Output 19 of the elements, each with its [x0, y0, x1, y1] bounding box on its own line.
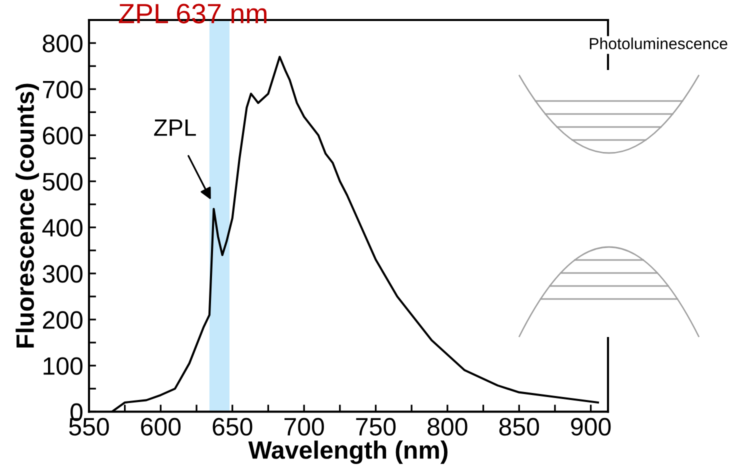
x-axis-title: Wavelength (nm): [248, 440, 448, 464]
x-tick-label: 750: [356, 418, 396, 436]
y-tick-label: 700: [43, 80, 82, 98]
annotation: ZPL: [154, 120, 196, 136]
y-tick-label: 500: [42, 172, 82, 191]
x-tick-label: 900: [571, 418, 611, 436]
y-tick-label: 100: [44, 357, 82, 375]
y-axis-title: Fluorescence (counts): [16, 84, 39, 348]
y-tick-label: 300: [42, 265, 82, 283]
y-tick-label: 600: [43, 126, 82, 145]
x-tick-label: 600: [141, 418, 181, 436]
x-tick-label: 700: [284, 418, 324, 436]
x-tick-label: 850: [499, 418, 539, 436]
y-tick-label: 200: [42, 311, 82, 329]
y-tick-label: 800: [42, 34, 82, 52]
y-tick-label: 400: [42, 218, 82, 237]
x-tick-label: 800: [428, 418, 468, 436]
annotation: Photoluminescence: [590, 38, 728, 50]
x-tick-label: 650: [212, 418, 252, 436]
